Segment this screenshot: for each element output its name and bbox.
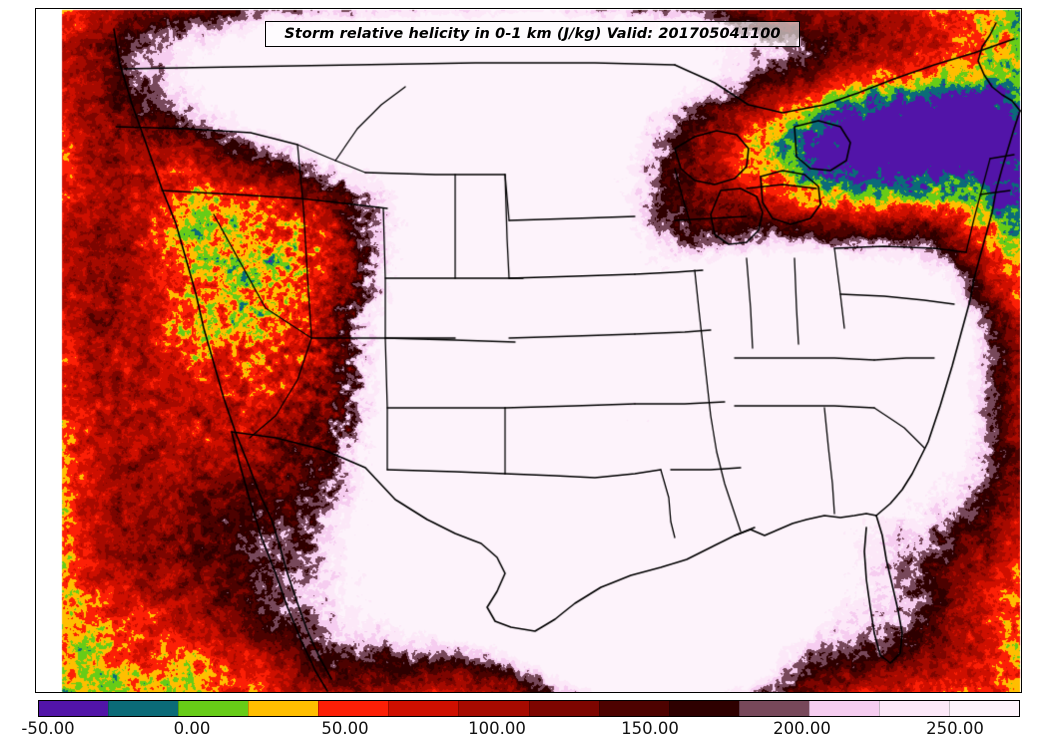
colorbar-swatch-darker-red bbox=[458, 701, 529, 716]
colorbar-swatch-maroon bbox=[598, 701, 669, 716]
colorbar-swatch-green bbox=[178, 701, 249, 716]
colorbar-swatch-orange bbox=[248, 701, 319, 716]
helicity-contour-field bbox=[36, 9, 1021, 692]
colorbar-tick-5: 200.00 bbox=[773, 719, 831, 738]
colorbar-swatch-near-black-maroon bbox=[668, 701, 739, 716]
colorbar-swatch-near-white bbox=[949, 701, 1020, 716]
colorbar-swatch-deep-red bbox=[528, 701, 599, 716]
colorbar-swatch-red bbox=[318, 701, 389, 716]
colorbar-tick-2: 50.00 bbox=[321, 719, 369, 738]
colorbar-swatch-dark-red bbox=[388, 701, 459, 716]
colorbar-swatches bbox=[38, 700, 1020, 717]
colorbar-swatch-teal bbox=[108, 701, 179, 716]
page-title: Storm relative helicity in 0-1 km (J/kg)… bbox=[284, 26, 781, 42]
colorbar-legend: -50.00 0.00 50.00 100.00 150.00 200.00 250.00 bbox=[0, 698, 1044, 745]
colorbar-swatch-pale-pink bbox=[878, 701, 950, 716]
colorbar-tick-3: 100.00 bbox=[468, 719, 526, 738]
map-plot-area bbox=[35, 8, 1022, 693]
colorbar-tick-4: 150.00 bbox=[621, 719, 679, 738]
colorbar-swatch-mauve bbox=[738, 701, 809, 716]
colorbar-swatch-violet bbox=[39, 701, 109, 716]
colorbar-swatch-light-pink bbox=[808, 701, 879, 716]
colorbar-tick-labels: -50.00 0.00 50.00 100.00 150.00 200.00 250.00 bbox=[0, 719, 1044, 745]
colorbar-tick-1: 0.00 bbox=[173, 719, 211, 738]
colorbar-tick-6: 250.00 bbox=[926, 719, 984, 738]
map-title-box: Storm relative helicity in 0-1 km (J/kg)… bbox=[265, 21, 800, 47]
colorbar-tick-0: -50.00 bbox=[21, 719, 75, 738]
